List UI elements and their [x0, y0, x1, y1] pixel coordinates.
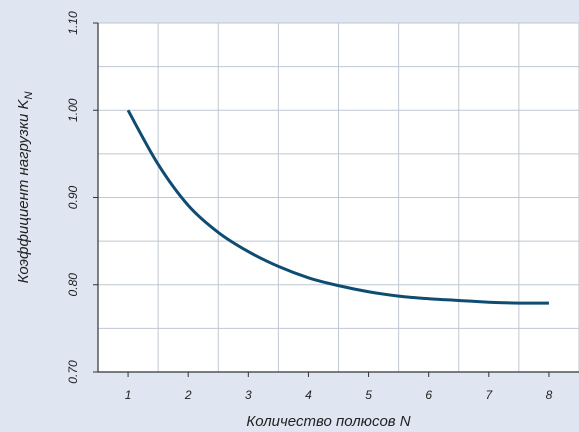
x-tick-label: 4 — [305, 388, 312, 402]
series-layer — [126, 109, 549, 305]
x-tick-label: 8 — [546, 388, 553, 402]
x-tick-label: 2 — [184, 388, 192, 402]
y-tick-label: 0.70 — [66, 360, 80, 384]
x-tick-label: 5 — [365, 388, 372, 402]
x-tick-label: 1 — [125, 388, 132, 402]
y-tick-label: 1.10 — [66, 11, 80, 35]
y-axis-title-main: Коэффициент нагрузки K — [15, 99, 32, 284]
axes — [93, 22, 579, 377]
series-line — [126, 109, 549, 305]
y-tick-label: 0.80 — [66, 273, 80, 297]
x-axis-title: Количество полюсов N — [246, 413, 410, 430]
y-axis-title: Коэффициент нагрузки KN — [15, 92, 35, 284]
y-tick-label: 1.00 — [66, 98, 80, 122]
x-tick-label: 7 — [485, 388, 493, 402]
grid — [98, 22, 579, 372]
y-tick-label: 0.90 — [66, 185, 80, 209]
x-tick-label: 3 — [245, 388, 252, 402]
tick-labels: 1 2 3 4 5 6 7 8 0.70 0.80 0.90 1.00 1.10 — [66, 11, 553, 402]
y-axis-title-subscript: N — [23, 92, 35, 100]
x-tick-label: 6 — [425, 388, 432, 402]
